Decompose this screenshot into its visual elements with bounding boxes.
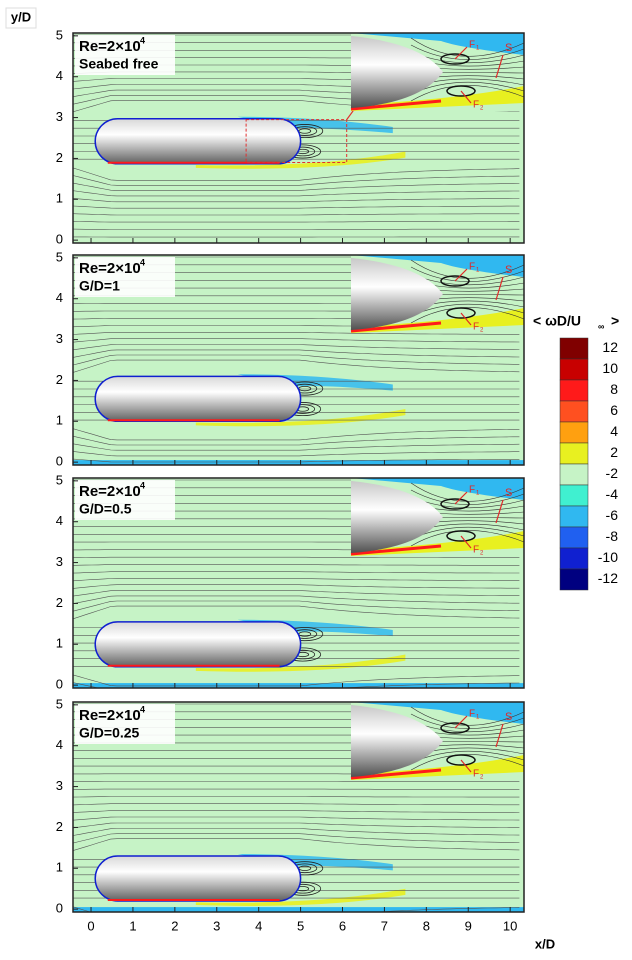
y-tick-label: 3 xyxy=(56,331,63,346)
colorbar-title: < ωD/U xyxy=(533,313,581,329)
y-tick-label: 2 xyxy=(56,595,63,610)
inset-label: S xyxy=(505,711,512,723)
y-tick-label: 3 xyxy=(56,109,63,124)
colorbar-label: -8 xyxy=(606,528,619,544)
colorbar-swatch xyxy=(560,443,588,464)
x-tick-label: 1 xyxy=(129,918,136,933)
body xyxy=(95,622,300,667)
body xyxy=(95,119,300,164)
y-tick-label: 4 xyxy=(56,68,63,83)
case-label: Re=2×10 xyxy=(79,707,141,724)
inset-label: F xyxy=(473,545,479,556)
y-tick-label: 0 xyxy=(56,901,63,916)
colorbar-label: 6 xyxy=(610,402,618,418)
inset-label: F xyxy=(469,709,475,720)
y-tick-label: 0 xyxy=(56,677,63,692)
x-tick-label: 5 xyxy=(297,918,304,933)
y-tick-label: 4 xyxy=(56,290,63,305)
x-axis-label: x/D xyxy=(535,936,555,951)
y-tick-label: 3 xyxy=(56,778,63,793)
colorbar-swatch xyxy=(560,359,588,380)
y-tick-label: 0 xyxy=(56,454,63,469)
x-tick-label: 7 xyxy=(381,918,388,933)
colorbar-label: 12 xyxy=(602,339,618,355)
colorbar-label: 10 xyxy=(602,360,618,376)
case-label: Re=2×10 xyxy=(79,483,141,500)
colorbar-label: 2 xyxy=(610,444,618,460)
case-label: Re=2×10 xyxy=(79,260,141,277)
colorbar-label: -6 xyxy=(606,507,619,523)
x-tick-label: 6 xyxy=(339,918,346,933)
figure: y/D x/D F1F2SRe=2×104Seabed free012345F1… xyxy=(0,0,632,955)
x-tick-label: 9 xyxy=(465,918,472,933)
inset-label: F xyxy=(473,769,479,780)
case-label-exp: 4 xyxy=(140,35,145,45)
colorbar-swatch xyxy=(560,485,588,506)
colorbar-label: -2 xyxy=(606,465,619,481)
y-tick-label: 1 xyxy=(56,860,63,875)
y-tick-label: 2 xyxy=(56,372,63,387)
colorbar-swatch xyxy=(560,464,588,485)
colorbar-swatch xyxy=(560,380,588,401)
inset-label: F xyxy=(473,322,479,333)
x-tick-label: 4 xyxy=(255,918,262,933)
y-tick-label: 0 xyxy=(56,232,63,247)
y-tick-label: 2 xyxy=(56,150,63,165)
inset-label: S xyxy=(505,487,512,499)
colorbar-swatch xyxy=(560,527,588,548)
colorbar-swatch xyxy=(560,422,588,443)
x-tick-label: 8 xyxy=(423,918,430,933)
colorbar-swatch xyxy=(560,569,588,590)
y-tick-label: 1 xyxy=(56,413,63,428)
case-name: G/D=1 xyxy=(79,278,120,294)
inset-label: F xyxy=(473,100,479,111)
colorbar-swatch xyxy=(560,548,588,569)
y-tick-label: 1 xyxy=(56,636,63,651)
colorbar-title: > xyxy=(611,313,619,329)
case-name: G/D=0.5 xyxy=(79,501,132,517)
y-tick-label: 4 xyxy=(56,737,63,752)
y-tick-label: 2 xyxy=(56,819,63,834)
inset-label: S xyxy=(505,264,512,276)
colorbar-label: 8 xyxy=(610,381,618,397)
colorbar-label: -12 xyxy=(598,570,618,586)
body xyxy=(95,856,300,901)
x-tick-label: 2 xyxy=(171,918,178,933)
y-tick-label: 1 xyxy=(56,191,63,206)
case-name: Seabed free xyxy=(79,56,159,72)
y-tick-label: 5 xyxy=(56,249,63,264)
x-tick-label: 0 xyxy=(87,918,94,933)
inset-label: F xyxy=(469,485,475,496)
body xyxy=(95,376,300,421)
inset-label: F xyxy=(469,262,475,273)
y-tick-label: 3 xyxy=(56,554,63,569)
x-tick-label: 3 xyxy=(213,918,220,933)
case-label-exp: 4 xyxy=(140,480,145,490)
y-tick-label: 4 xyxy=(56,513,63,528)
inset-label: F xyxy=(469,40,475,51)
y-tick-label: 5 xyxy=(56,27,63,42)
case-label: Re=2×10 xyxy=(79,38,141,55)
x-tick-label: 10 xyxy=(503,918,517,933)
colorbar-label: 4 xyxy=(610,423,618,439)
y-tick-label: 5 xyxy=(56,472,63,487)
y-axis-label: y/D xyxy=(11,9,31,24)
colorbar-label: -4 xyxy=(606,486,619,502)
colorbar-title-sub: ∞ xyxy=(598,321,605,331)
case-label-exp: 4 xyxy=(140,257,145,267)
case-label-exp: 4 xyxy=(140,704,145,714)
colorbar-label: -10 xyxy=(598,549,618,565)
colorbar-swatch xyxy=(560,401,588,422)
colorbar-swatch xyxy=(560,338,588,359)
case-name: G/D=0.25 xyxy=(79,725,140,741)
inset-label: S xyxy=(505,42,512,54)
y-tick-label: 5 xyxy=(56,696,63,711)
colorbar-swatch xyxy=(560,506,588,527)
